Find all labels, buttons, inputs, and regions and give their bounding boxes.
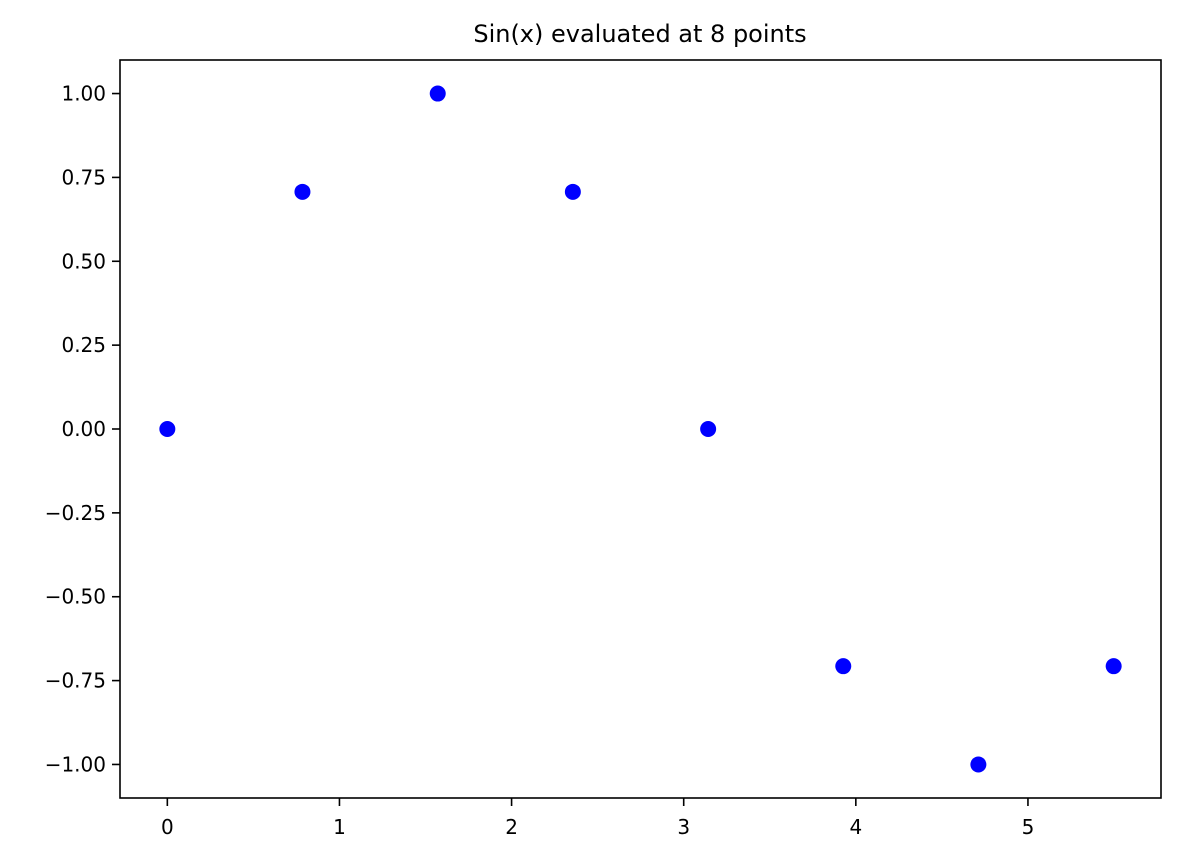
data-point xyxy=(1105,658,1122,675)
y-tick-label: −0.50 xyxy=(45,585,106,609)
x-tick-label: 0 xyxy=(161,815,174,839)
y-tick-label: −1.00 xyxy=(45,752,106,776)
y-tick-label: 1.00 xyxy=(61,82,106,106)
y-tick-label: −0.75 xyxy=(45,669,106,693)
y-tick-label: −0.25 xyxy=(45,501,106,525)
data-point xyxy=(294,183,311,200)
data-point xyxy=(700,421,717,437)
chart-title: Sin(x) evaluated at 8 points xyxy=(473,20,806,48)
x-tick-label: 1 xyxy=(333,815,346,839)
x-tick-label: 3 xyxy=(677,815,690,839)
data-point xyxy=(159,421,176,437)
x-tick-label: 4 xyxy=(849,815,862,839)
data-point xyxy=(429,85,446,102)
data-point xyxy=(970,756,987,773)
data-point xyxy=(564,183,581,200)
data-point xyxy=(835,658,852,675)
y-tick-label: 0.50 xyxy=(61,249,106,273)
x-tick-label: 2 xyxy=(505,815,518,839)
y-axis-ticks: 1.00 0.75 0.50 0.25 0.00 −0.25 −0.50 −0.75 −1.00 xyxy=(45,82,120,776)
y-tick-label: 0.00 xyxy=(61,417,106,441)
y-tick-label: 0.25 xyxy=(61,333,106,357)
plot-area-frame xyxy=(119,59,1162,799)
x-axis-ticks: 0 1 2 3 4 5 xyxy=(161,798,1034,839)
data-points xyxy=(159,85,1122,773)
x-tick-label: 5 xyxy=(1022,815,1035,839)
y-tick-label: 0.75 xyxy=(61,165,106,189)
